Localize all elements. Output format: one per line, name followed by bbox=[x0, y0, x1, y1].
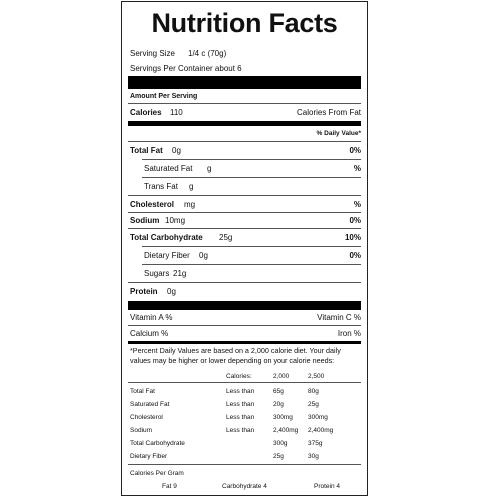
ref-row-2500: 30g bbox=[308, 453, 319, 460]
vitamin-c: Vitamin C % bbox=[317, 313, 361, 322]
trans-fat-label: Trans Fat bbox=[144, 182, 178, 191]
cholesterol-amount: mg bbox=[184, 200, 196, 209]
thick-rule bbox=[128, 301, 361, 310]
servings-per-container: Servings Per Container about 6 bbox=[130, 64, 242, 73]
sodium-label: Sodium bbox=[130, 216, 160, 225]
sugars-label: Sugars bbox=[144, 269, 170, 278]
calories-per-gram-label: Calories Per Gram bbox=[130, 470, 184, 477]
amount-per-serving: Amount Per Serving bbox=[130, 93, 198, 100]
protein-label: Protein bbox=[130, 287, 158, 296]
calories-per-gram-protein: Protein 4 bbox=[314, 483, 341, 490]
serving-size-label: Serving Size bbox=[130, 49, 175, 58]
calories-value: 110 bbox=[170, 108, 183, 117]
rule bbox=[128, 282, 361, 283]
rule bbox=[128, 212, 361, 213]
dietary-fiber-label: Dietary Fiber bbox=[144, 251, 190, 260]
ref-row-qualifier: Less than bbox=[226, 401, 255, 408]
ref-row-2000: 300mg bbox=[273, 414, 293, 421]
rule bbox=[142, 264, 361, 265]
ref-row-label: Total Fat bbox=[130, 388, 155, 395]
calories-from-fat: Calories From Fat bbox=[296, 108, 361, 117]
ref-row-label: Dietary Fiber bbox=[130, 453, 168, 460]
sodium-amount: 10mg bbox=[165, 216, 186, 225]
label-title: Nutrition Facts bbox=[151, 8, 338, 38]
rule bbox=[128, 464, 361, 465]
ref-row-2000: 300g bbox=[273, 440, 288, 447]
ref-row-2000: 2,400mg bbox=[273, 427, 299, 434]
ref-row-2500: 80g bbox=[308, 388, 319, 395]
medium-rule bbox=[128, 341, 361, 344]
total-carb-amount: 25g bbox=[219, 233, 233, 242]
thick-rule bbox=[128, 121, 361, 126]
dietary-fiber-dv: 0% bbox=[349, 251, 361, 260]
ref-row-label: Cholesterol bbox=[130, 414, 163, 421]
dietary-fiber-amount: 0g bbox=[199, 251, 208, 260]
nutrition-facts-label: Nutrition Facts Serving Size 1/4 c (70g)… bbox=[121, 1, 368, 496]
ref-row-2500: 300mg bbox=[308, 414, 328, 421]
saturated-fat-amount: g bbox=[207, 164, 212, 173]
ref-row-2000: 65g bbox=[273, 388, 284, 395]
ref-row-label: Saturated Fat bbox=[130, 401, 170, 408]
rule bbox=[142, 159, 361, 160]
rule bbox=[128, 325, 361, 326]
serving-size-value: 1/4 c (70g) bbox=[188, 49, 227, 58]
calories-label: Calories bbox=[130, 108, 162, 117]
calories-per-gram-carbohydrate: Carbohydrate 4 bbox=[222, 483, 267, 490]
trans-fat-amount: g bbox=[189, 182, 194, 191]
rule bbox=[128, 141, 361, 142]
ref-header-2000: 2,000 bbox=[273, 373, 290, 380]
ref-row-label: Total Carbohydrate bbox=[130, 440, 185, 447]
total-fat-dv: 0% bbox=[349, 146, 361, 155]
thick-rule bbox=[128, 76, 361, 89]
protein-amount: 0g bbox=[167, 287, 176, 296]
sodium-dv: 0% bbox=[349, 216, 361, 225]
rule bbox=[128, 103, 361, 104]
ref-header-calories: Calories: bbox=[226, 373, 252, 380]
iron: Iron % bbox=[337, 329, 361, 338]
footnote: *Percent Daily Values are based on a 2,0… bbox=[130, 346, 341, 365]
cholesterol-label: Cholesterol bbox=[130, 200, 175, 209]
total-fat-amount: 0g bbox=[172, 146, 181, 155]
total-carb-dv: 10% bbox=[344, 233, 361, 242]
rule bbox=[142, 246, 361, 247]
total-fat-label: Total Fat bbox=[130, 146, 163, 155]
ref-row-qualifier: Less than bbox=[226, 427, 255, 434]
sugars-amount: 21g bbox=[173, 269, 187, 278]
ref-header-2500: 2,500 bbox=[308, 373, 325, 380]
ref-row-2500: 375g bbox=[308, 440, 323, 447]
daily-value-header: % Daily Value* bbox=[316, 130, 361, 137]
ref-row-label: Sodium bbox=[130, 427, 153, 434]
calories-per-gram-fat: Fat 9 bbox=[162, 483, 177, 490]
ref-row-qualifier: Less than bbox=[226, 388, 255, 395]
saturated-fat-dv: % bbox=[353, 164, 361, 173]
cholesterol-dv: % bbox=[353, 200, 361, 209]
ref-row-2000: 20g bbox=[273, 401, 284, 408]
rule bbox=[128, 195, 361, 196]
ref-row-2500: 25g bbox=[308, 401, 319, 408]
ref-row-2500: 2,400mg bbox=[308, 427, 334, 434]
rule bbox=[142, 177, 361, 178]
calcium: Calcium % bbox=[130, 329, 169, 338]
saturated-fat-label: Saturated Fat bbox=[144, 164, 193, 173]
ref-row-qualifier: Less than bbox=[226, 414, 255, 421]
vitamin-a: Vitamin A % bbox=[130, 313, 173, 322]
ref-row-2000: 25g bbox=[273, 453, 284, 460]
total-carb-label: Total Carbohydrate bbox=[130, 233, 203, 242]
rule bbox=[128, 228, 361, 229]
rule bbox=[128, 382, 361, 383]
